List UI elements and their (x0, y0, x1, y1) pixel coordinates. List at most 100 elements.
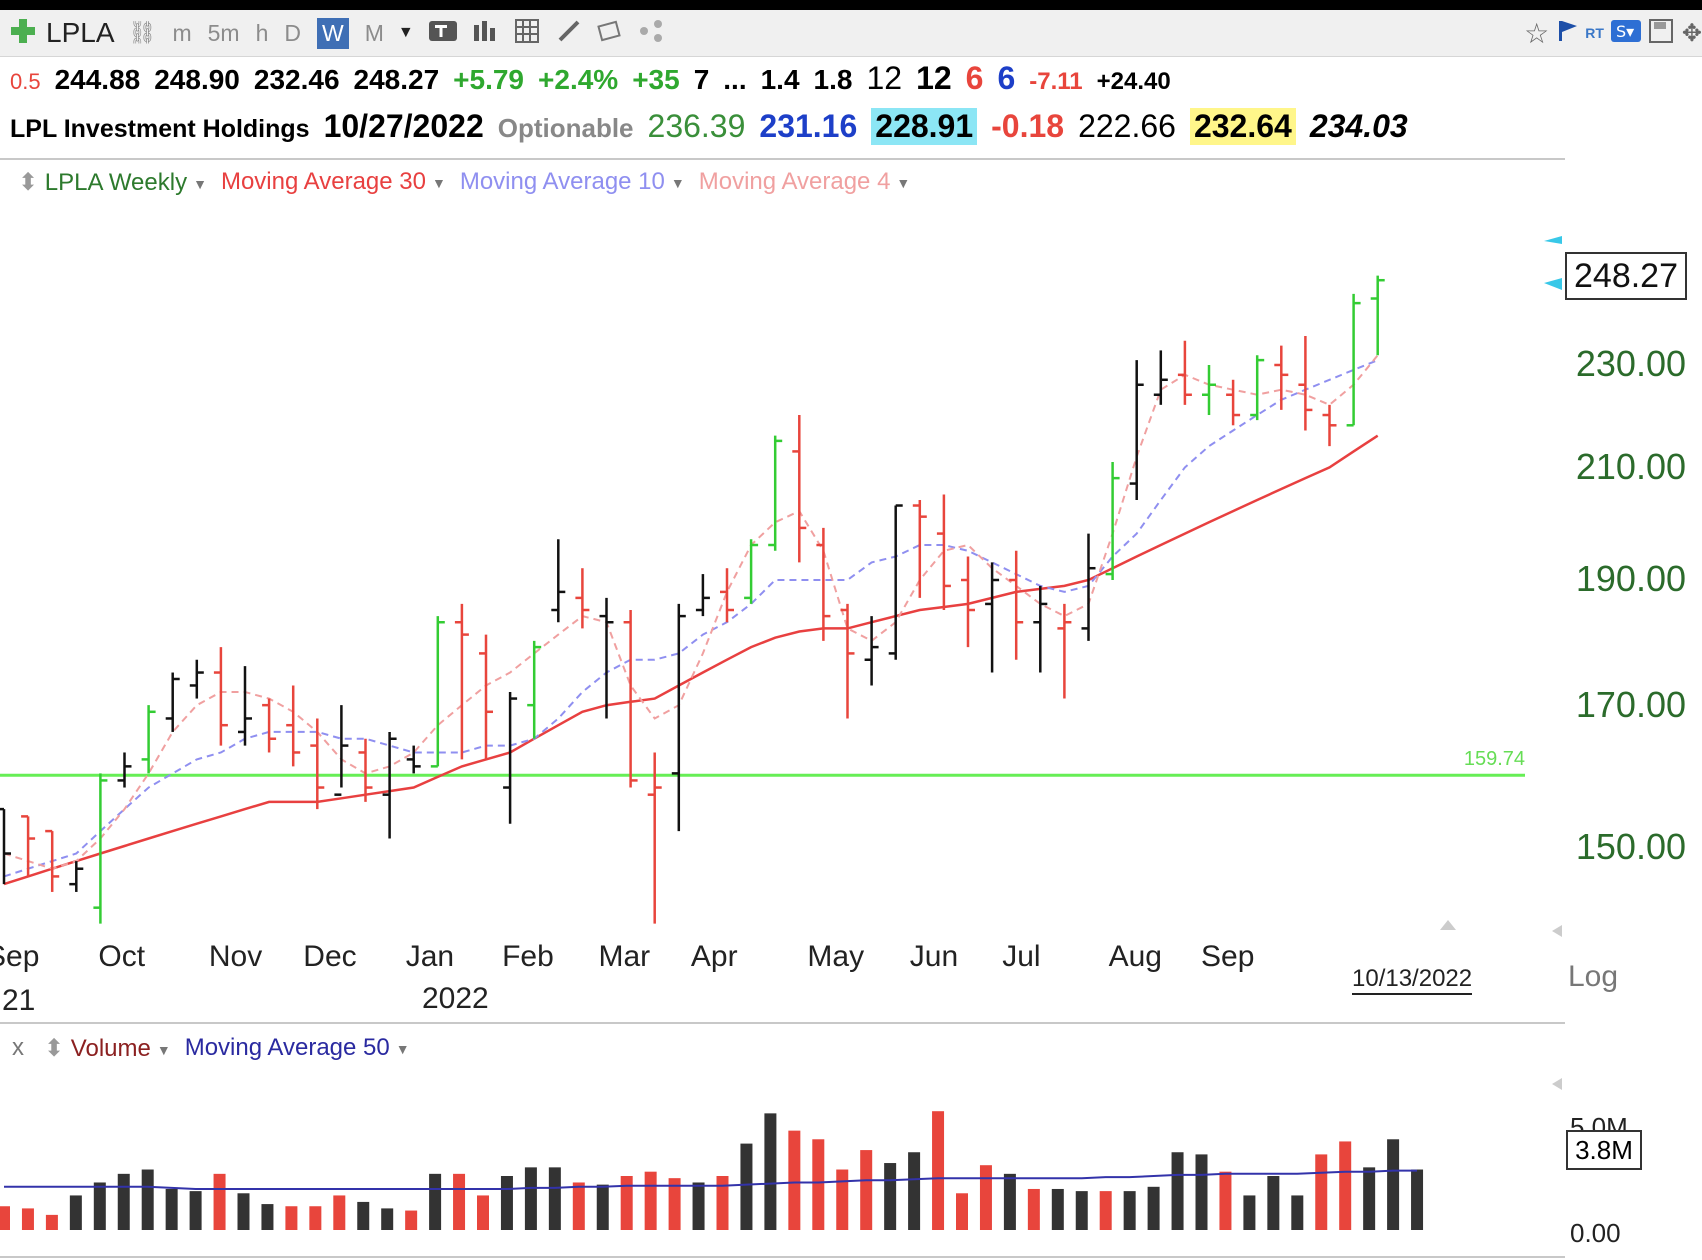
volume-close-button[interactable]: x (12, 1034, 24, 1061)
volume-bar-20 (477, 1195, 489, 1230)
flag-icon[interactable] (1555, 18, 1581, 49)
scroll-up-marker (1440, 920, 1456, 930)
y-tick-230: 230.00 (1575, 343, 1686, 384)
log-scale-toggle[interactable]: Log (1568, 960, 1619, 993)
volume-bar-29 (692, 1182, 705, 1230)
x-tick-label-4: Jan (405, 940, 455, 973)
volume-bar-14 (333, 1195, 346, 1230)
x-tick-label-1: Oct (98, 940, 146, 973)
volume-bar-47 (1123, 1191, 1136, 1230)
realtime-icon[interactable]: RT (1585, 25, 1604, 41)
symbol-label[interactable]: LPLA (46, 17, 115, 48)
y-tick-190: 190.00 (1575, 558, 1686, 599)
date-marker: 10/13/2022 (1352, 965, 1473, 995)
volume-bar-45 (1075, 1191, 1088, 1230)
timeframe-h[interactable]: h (255, 19, 269, 46)
volume-panel-top-border (0, 1022, 1565, 1024)
legend-ma10[interactable]: Moving Average 10 ▼ (459, 168, 685, 195)
star-icon[interactable]: ☆ (1524, 17, 1550, 49)
company-name: LPL Investment Holdings (10, 115, 310, 143)
legend-ma10-label: Moving Average 10 (459, 168, 665, 195)
x-tick-label-6: Mar (598, 940, 651, 973)
price-panel-top-border (0, 158, 1565, 160)
x-year-label: 2022 (422, 982, 489, 1015)
last-price-box: 248.27 (1565, 252, 1687, 300)
legend-ma30-label: Moving Average 30 (220, 168, 426, 195)
volume-bar-42 (1003, 1173, 1016, 1230)
quote-v7: 234.03 (1309, 108, 1408, 144)
volume-scroll-marker (1552, 1078, 1562, 1090)
quote-open: 244.88 (54, 64, 141, 95)
volume-bar-36 (860, 1150, 873, 1230)
timeframe-w[interactable]: W (316, 17, 349, 49)
x-tick-label-2: Nov (208, 940, 263, 973)
timeframe-m[interactable]: m (172, 19, 192, 46)
volume-bar-37 (884, 1163, 897, 1230)
quote-c: ... (723, 64, 747, 95)
bar-chart-icon[interactable] (472, 19, 500, 48)
volume-legend: x ⬍ Volume ▼ Moving Average 50 ▼ (12, 1034, 410, 1063)
timeframe-5m[interactable]: 5m (207, 19, 240, 46)
quote-j: -7.11 (1029, 68, 1083, 95)
legend-ma4[interactable]: Moving Average 4 ▼ (698, 168, 911, 195)
save-icon[interactable] (1648, 18, 1674, 49)
volume-bar-8 (189, 1191, 202, 1230)
quote-a: +35 (632, 64, 680, 95)
quote-date: 10/27/2022 (323, 108, 484, 144)
link-icon[interactable]: ⛓ (128, 20, 157, 45)
quote-k: +24.40 (1096, 68, 1171, 95)
x-tick-label-3: Dec (303, 940, 357, 973)
pencil-icon[interactable] (556, 18, 582, 49)
volume-bar-51 (1219, 1171, 1232, 1230)
ma10-line (3, 359, 1379, 878)
quote-b: 7 (693, 64, 710, 95)
y-tick-170: 170.00 (1575, 684, 1686, 725)
volume-bar-59 (1411, 1169, 1424, 1230)
legend-main-label: LPLA Weekly (44, 169, 188, 196)
add-symbol-icon[interactable] (8, 16, 38, 51)
volume-bar-24 (572, 1182, 585, 1230)
eraser-icon[interactable] (596, 18, 624, 49)
share-icon[interactable] (638, 18, 666, 49)
volume-bar-39 (932, 1111, 945, 1230)
volume-bar-5 (117, 1173, 130, 1230)
volume-bar-44 (1051, 1188, 1064, 1230)
volume-bar-41 (979, 1165, 992, 1230)
quote-v0: 0.5 (10, 69, 41, 94)
grid-icon[interactable] (514, 18, 542, 49)
move-icon[interactable]: ✥ (1681, 19, 1702, 47)
ma4-line (3, 354, 1379, 870)
legend-main[interactable]: ⬍ LPLA Weekly ▼ (18, 169, 207, 196)
volume-bar-34 (812, 1139, 825, 1230)
dropdown-icon[interactable]: ▼ (397, 24, 414, 41)
timeframe-month[interactable]: M (364, 19, 384, 46)
x-tick-label-8: May (807, 940, 865, 973)
volume-bar-38 (908, 1152, 921, 1230)
volume-bar-16 (381, 1208, 394, 1230)
legend-volume[interactable]: ⬍ Volume ▼ (44, 1035, 171, 1062)
volume-bar-56 (1339, 1141, 1352, 1230)
legend-vol-ma50[interactable]: Moving Average 50 ▼ (184, 1034, 410, 1061)
text-tool-icon[interactable] (428, 19, 458, 48)
volume-bar-6 (141, 1169, 154, 1230)
volume-bar-15 (357, 1201, 370, 1230)
timeframe-d[interactable]: D (284, 19, 301, 46)
stock-settings-icon[interactable]: S▾ (1610, 18, 1642, 49)
quote-g: 12 (916, 60, 952, 96)
x-tick-label-0: Sep (0, 940, 40, 973)
scroll-left-marker (1552, 925, 1562, 937)
legend-ma30[interactable]: Moving Average 30 ▼ (220, 168, 446, 195)
x-tick-label-10: Jul (1002, 940, 1041, 973)
volume-bar-27 (644, 1171, 657, 1230)
volume-bar-53 (1267, 1176, 1280, 1230)
quote-change: +5.79 (453, 64, 525, 95)
quote-close: 248.27 (353, 64, 440, 95)
volume-bar-31 (740, 1143, 753, 1230)
volume-bar-54 (1291, 1195, 1304, 1230)
volume-bar-1 (21, 1208, 34, 1230)
volume-bar-9 (213, 1173, 226, 1230)
optionable-label: Optionable (497, 113, 634, 143)
x-tick-label-7: Apr (690, 940, 738, 973)
x-tick-label-9: Jun (909, 940, 959, 973)
